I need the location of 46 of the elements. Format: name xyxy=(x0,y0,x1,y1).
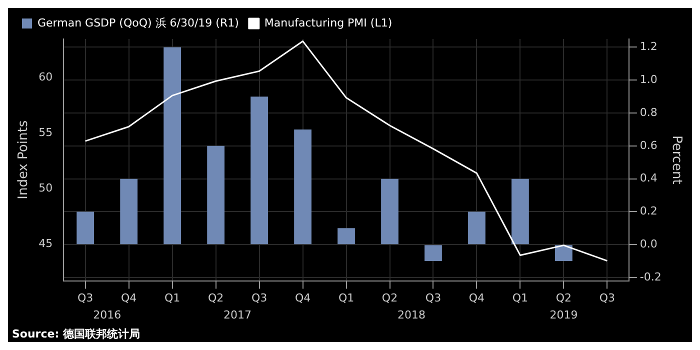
x-tick-label: Q4 xyxy=(294,291,311,304)
x-tick-label: Q3 xyxy=(599,291,616,304)
bar xyxy=(76,212,94,244)
y2-tick-label: 0.8 xyxy=(640,106,658,119)
y-tick-label: 55 xyxy=(38,126,53,140)
x-tick-label: Q3 xyxy=(425,291,442,304)
x-tick-label: Q1 xyxy=(338,291,354,304)
text: 2019 xyxy=(550,308,578,322)
bar xyxy=(555,245,572,262)
x-tick-label: Q3 xyxy=(78,291,94,304)
y-tick-label: 50 xyxy=(38,182,53,195)
y2-tick-label: 1.0 xyxy=(640,72,658,86)
y2-tick-label: 0.6 xyxy=(640,138,658,152)
text: 2016 xyxy=(93,308,122,322)
bar xyxy=(120,178,138,244)
bar xyxy=(424,245,442,262)
source-note: Source: 德国联邦统计局 xyxy=(12,327,140,340)
x-tick-label: Q4 xyxy=(120,291,137,304)
text: 2018 xyxy=(398,308,426,322)
x-tick-label: Q3 xyxy=(251,291,268,304)
y2-tick-label: 0.4 xyxy=(640,172,658,185)
bar xyxy=(207,146,224,244)
y2-axis-title: Percent xyxy=(668,135,684,184)
legend-label: German GSDP (QoQ) 浜 6/30/19 (R1) xyxy=(38,16,239,30)
y-axis-title: Index Points xyxy=(16,120,32,200)
y2-tick-label: -0.2 xyxy=(640,270,662,284)
x-tick-label: Q2 xyxy=(208,291,224,304)
x-tick-label: Q2 xyxy=(382,291,398,304)
x-tick-label: Q4 xyxy=(468,291,485,304)
x-tick-label: Q1 xyxy=(164,291,180,304)
y-tick-label: 45 xyxy=(38,237,53,250)
legend-label: Manufacturing PMI (L1) xyxy=(264,16,392,30)
x-tick-label: Q2 xyxy=(556,291,572,304)
bar xyxy=(164,47,182,244)
text: 2017 xyxy=(224,308,252,322)
bar xyxy=(250,96,268,244)
bar xyxy=(468,212,486,244)
y2-tick-label: 1.2 xyxy=(640,40,658,54)
bar xyxy=(338,228,355,244)
x-tick-label: Q1 xyxy=(512,291,528,304)
bar xyxy=(381,178,398,244)
y2-tick-label: 0.2 xyxy=(640,204,658,218)
bar xyxy=(294,129,312,244)
y2-tick-label: 0.0 xyxy=(640,237,658,250)
bar xyxy=(512,178,529,244)
y-tick-label: 60 xyxy=(38,70,53,84)
